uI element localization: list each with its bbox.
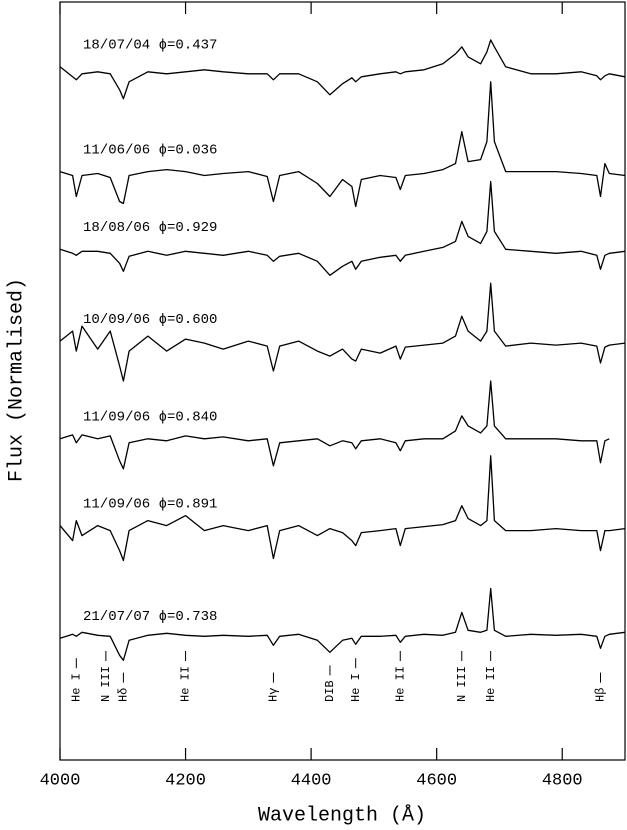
spectrum-line <box>59 380 610 470</box>
line-label: N III <box>99 666 113 702</box>
x-tick-label: 4800 <box>542 771 583 790</box>
line-label: He I <box>69 673 83 702</box>
line-label: He II <box>484 666 498 702</box>
spectrum-line <box>59 587 626 661</box>
x-tick-label: 4000 <box>40 771 81 790</box>
line-label: He II <box>393 666 407 702</box>
x-tick-label: 4200 <box>165 771 206 790</box>
series-label: 18/08/06 ϕ=0.929 <box>83 220 217 236</box>
series-label: 11/06/06 ϕ=0.036 <box>83 142 217 158</box>
x-tick-label: 4400 <box>291 771 332 790</box>
y-axis-label: Flux (Normalised) <box>5 278 28 482</box>
line-label: He I <box>349 673 363 702</box>
spectrum-line <box>59 81 626 208</box>
series-label: 11/09/06 ϕ=0.840 <box>83 410 217 426</box>
spectrum-line <box>59 282 626 382</box>
line-label: Hδ <box>117 688 131 702</box>
x-axis-label: Wavelength (Å) <box>258 804 426 827</box>
line-label: Hγ <box>267 688 281 702</box>
series-label: 18/07/04 ϕ=0.437 <box>83 38 217 54</box>
line-label: Hβ <box>594 688 608 702</box>
line-label: N III <box>455 666 469 702</box>
line-label: DIB <box>323 680 337 702</box>
spectrum-line <box>59 39 626 100</box>
line-label: He II <box>179 666 193 702</box>
plot-frame <box>59 1 626 761</box>
series-label: 10/09/06 ϕ=0.600 <box>83 312 217 328</box>
spectrum-line <box>59 455 626 562</box>
spectrum-line <box>59 180 626 276</box>
series-label: 21/07/07 ϕ=0.738 <box>83 609 217 625</box>
series-label: 11/09/06 ϕ=0.891 <box>83 496 217 512</box>
x-tick-label: 4600 <box>416 771 457 790</box>
